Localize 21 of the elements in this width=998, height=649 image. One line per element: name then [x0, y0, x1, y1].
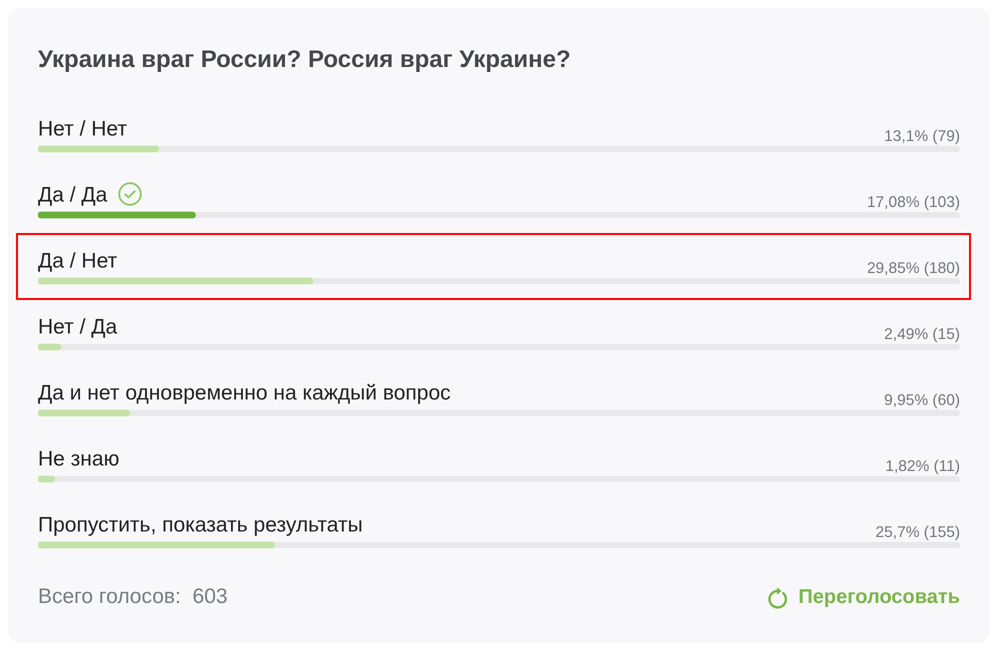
bar	[38, 146, 160, 152]
data-label: 25,7% (155)	[876, 524, 960, 541]
y-tick-label: Да и нет одновременно на каждый вопрос	[38, 382, 451, 404]
y-tick-label: Пропустить, показать результаты	[38, 514, 363, 536]
y-tick-label: Нет / Да	[38, 316, 118, 338]
bar	[38, 410, 130, 416]
chart-title: Украина враг России? Россия враг Украине?	[38, 46, 571, 73]
data-label: 17,08% (103)	[866, 194, 960, 211]
y-tick-label: Да / Нет	[38, 250, 118, 272]
text: Переголосовать	[798, 586, 960, 608]
bar	[38, 344, 62, 350]
data-label: 1,82% (11)	[885, 458, 960, 475]
data-label: 13,1% (79)	[884, 128, 960, 145]
data-label: 2,49% (15)	[884, 326, 960, 343]
text: Всего голосов: 603	[38, 585, 228, 608]
y-tick-label: Да / Да	[38, 184, 108, 206]
y-tick-label: Не знаю	[38, 448, 120, 470]
data-label: 29,85% (180)	[866, 260, 960, 277]
data-label: 9,95% (60)	[884, 392, 960, 409]
bar	[38, 212, 196, 218]
y-tick-label: Нет / Нет	[38, 118, 128, 140]
